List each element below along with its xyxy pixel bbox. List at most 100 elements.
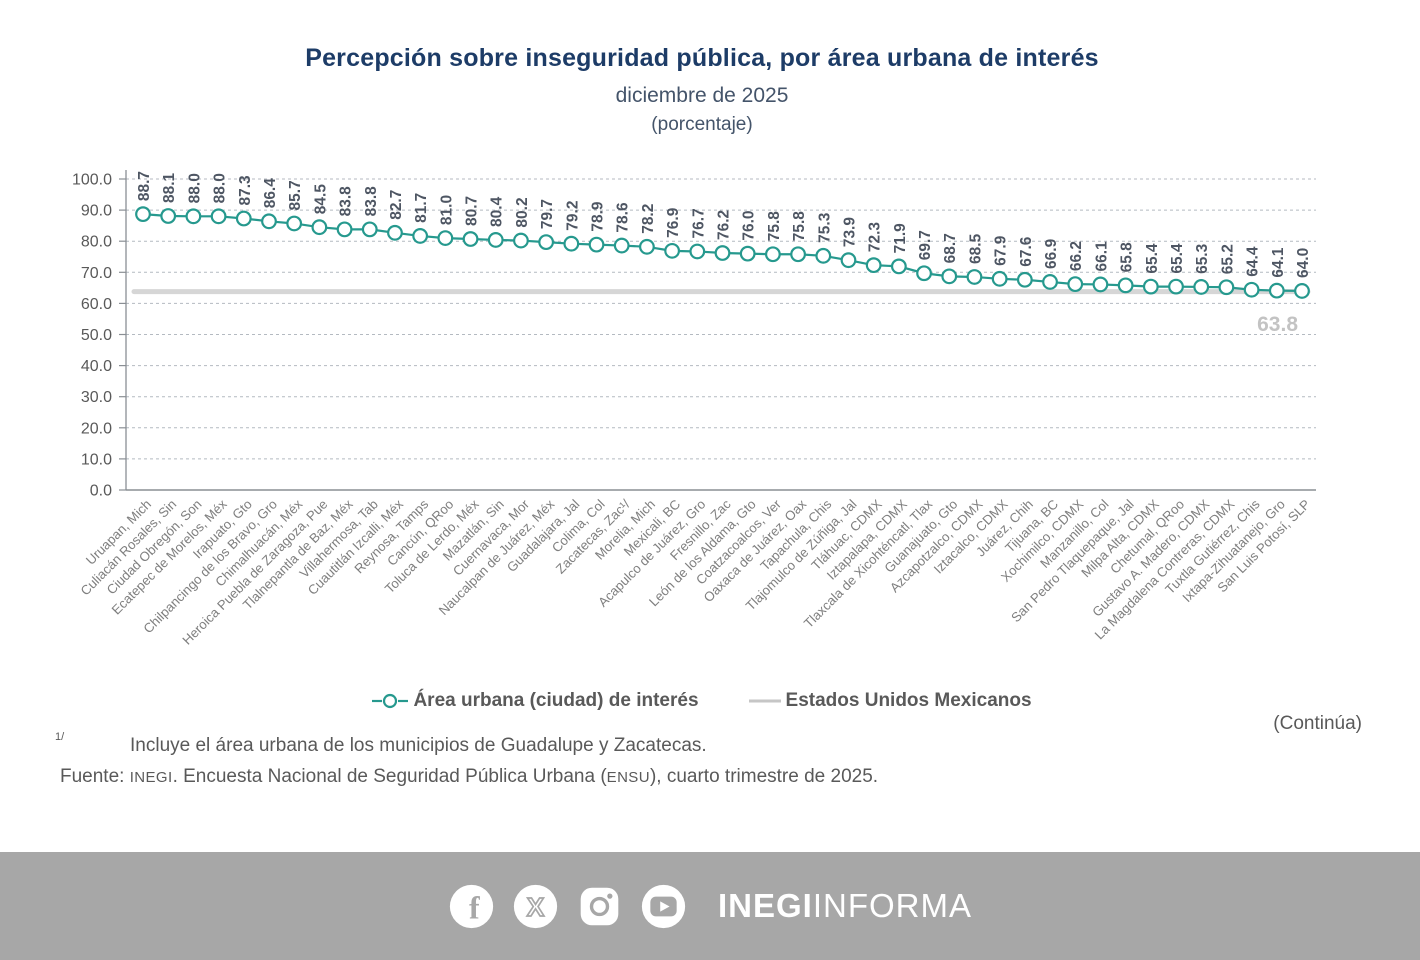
data-point-marker[interactable] [336,221,353,238]
data-point-marker[interactable] [437,230,454,246]
data-point-label: 72.3 [867,222,884,253]
data-point-marker[interactable] [865,257,882,274]
data-point-label: 86.4 [262,178,279,209]
svg-text:X: X [527,891,545,921]
data-point-marker[interactable] [538,234,555,251]
data-point-marker[interactable] [311,219,328,236]
data-point-label: 71.9 [892,223,909,254]
legend-item-series[interactable]: Área urbana (ciudad) de interés [372,690,699,712]
page-title: Percepción sobre inseguridad pública, po… [305,44,1099,72]
data-point-label: 65.4 [1144,243,1161,274]
data-point-marker[interactable] [1168,278,1184,295]
data-point-label: 84.5 [312,184,329,215]
chart-legend: Área urbana (ciudad) de interés Estados … [0,690,1404,712]
data-point-label: 64.1 [1270,247,1287,278]
data-point-label: 87.3 [237,175,254,206]
data-point-marker[interactable] [210,208,227,225]
data-point-marker[interactable] [916,265,932,282]
data-point-marker[interactable] [764,246,781,263]
data-point-marker[interactable] [689,243,706,260]
youtube-icon[interactable] [640,883,687,930]
data-point-marker[interactable] [412,228,429,244]
y-axis-label: 60.0 [81,296,112,313]
y-axis-label: 100.0 [72,172,112,189]
data-point-marker[interactable] [588,236,605,253]
y-axis-label: 50.0 [81,327,112,344]
data-point-marker[interactable] [462,231,479,247]
data-point-marker[interactable] [991,270,1008,287]
data-point-label: 85.7 [287,180,304,210]
data-point-marker[interactable] [815,247,832,264]
data-point-marker[interactable] [840,252,857,269]
data-point-label: 81.7 [413,193,430,223]
data-point-marker[interactable] [1243,281,1260,298]
data-point-marker[interactable] [1042,274,1058,290]
data-point-label: 75.8 [766,211,783,242]
data-point-marker[interactable] [941,268,958,285]
data-point-label: 65.4 [1169,243,1186,274]
data-point-marker[interactable] [487,232,504,248]
data-point-marker[interactable] [1067,276,1084,293]
y-axis-label: 10.0 [81,451,112,468]
data-point-label: 76.2 [716,210,733,240]
legend-item-reference[interactable]: Estados Unidos Mexicanos [748,690,1032,712]
data-point-marker[interactable] [1193,279,1210,295]
data-point-label: 80.2 [514,197,531,227]
data-point-marker[interactable] [664,242,681,259]
data-point-marker[interactable] [286,215,303,232]
facebook-icon[interactable]: f [448,883,495,930]
data-point-marker[interactable] [714,245,731,261]
data-point-marker[interactable] [361,221,378,238]
data-point-marker[interactable] [1092,276,1109,293]
data-point-marker[interactable] [513,232,529,249]
data-point-label: 68.7 [942,233,959,263]
data-point-label: 76.7 [690,208,707,238]
data-point-label: 67.6 [1018,236,1035,267]
data-point-marker[interactable] [613,237,630,254]
y-axis-label: 70.0 [81,265,112,282]
data-point-label: 65.3 [1194,243,1211,274]
data-point-marker[interactable] [563,235,580,252]
data-point-marker[interactable] [387,224,403,241]
data-point-label: 80.7 [464,196,481,226]
data-point-marker[interactable] [1016,271,1033,288]
data-point-label: 73.9 [841,217,858,248]
data-point-marker[interactable] [135,206,151,223]
series-marker-icon [372,693,409,709]
national-average-value-label: 63.8 [1257,313,1298,336]
inegi-informa-logo: INEGIINFORMA [717,887,973,924]
x-icon[interactable]: X [512,883,559,930]
source-mid: . Encuesta Nacional de Seguridad Pública… [172,766,607,787]
data-point-label: 83.8 [338,186,355,217]
data-point-label: 83.8 [363,186,380,217]
instagram-icon[interactable] [576,883,623,930]
data-point-label: 64.0 [1295,248,1312,278]
data-point-marker[interactable] [160,208,177,224]
data-point-label: 68.5 [967,233,984,264]
data-point-marker[interactable] [1218,279,1235,296]
y-axis-label: 80.0 [81,234,112,251]
data-point-marker[interactable] [739,245,756,262]
data-point-label: 78.2 [640,204,657,234]
data-point-label: 79.7 [539,199,556,229]
data-point-label: 66.9 [1043,238,1060,269]
data-point-label: 65.8 [1119,242,1136,273]
data-point-marker[interactable] [1268,282,1285,299]
data-point-marker[interactable] [185,208,202,225]
data-point-marker[interactable] [235,210,252,227]
data-point-label: 88.0 [212,173,229,203]
data-point-marker[interactable] [639,238,655,255]
data-point-label: 75.8 [791,211,808,242]
y-axis-label: 90.0 [81,203,112,220]
y-axis-label: 20.0 [81,420,112,437]
data-point-marker[interactable] [790,246,806,263]
data-point-marker[interactable] [966,269,983,285]
data-point-marker[interactable] [1117,277,1134,294]
data-point-label: 65.2 [1219,244,1236,274]
data-point-marker[interactable] [1294,283,1310,299]
data-point-marker[interactable] [261,213,277,230]
reference-line-icon [748,699,781,703]
data-point-marker[interactable] [1142,278,1159,295]
data-point-label: 66.1 [1093,241,1110,272]
data-point-marker[interactable] [890,258,907,275]
